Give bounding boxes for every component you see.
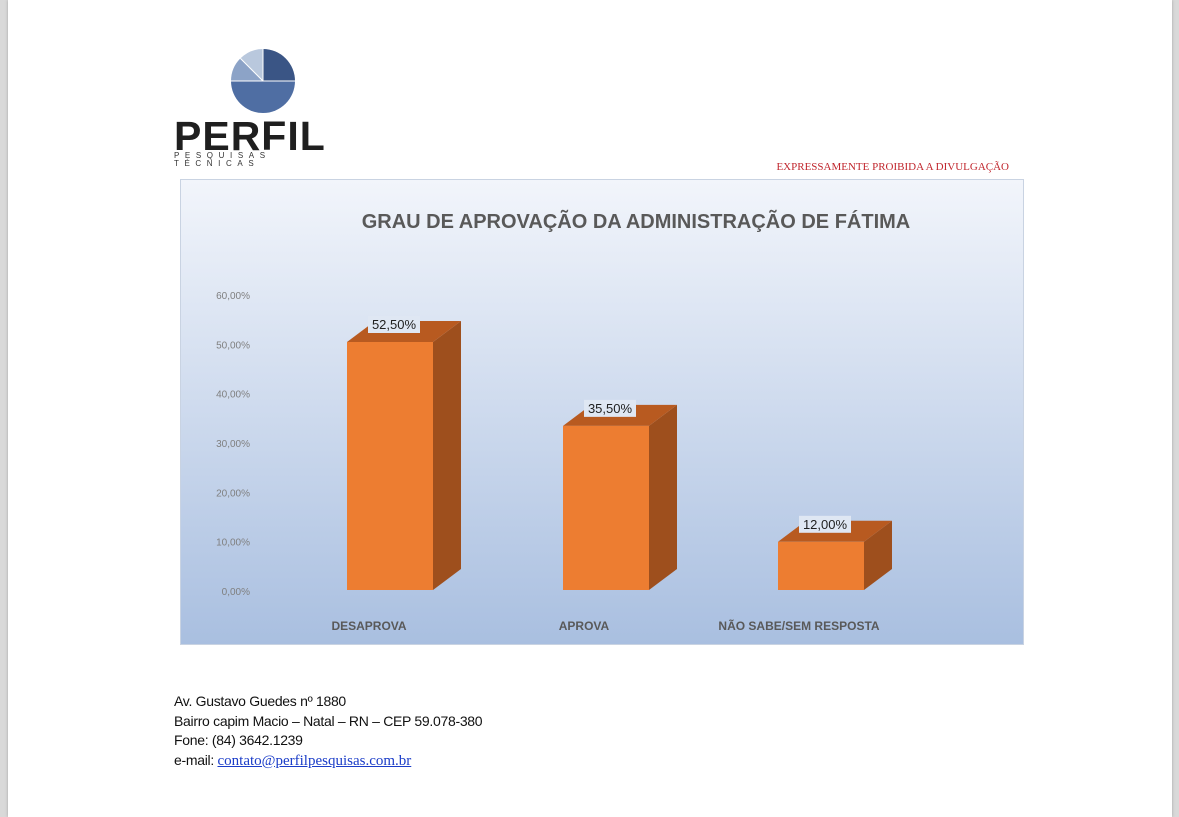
bar-n-o-sabe-sem-resposta bbox=[778, 541, 864, 590]
footer-address: Av. Gustavo Guedes nº 1880 bbox=[174, 693, 346, 709]
category-label: APROVA bbox=[559, 619, 610, 633]
footer-email-line: e-mail: contato@perfilpesquisas.com.br bbox=[174, 751, 482, 772]
bar-chart: GRAU DE APROVAÇÃO DA ADMINISTRAÇÃO DE FÁ… bbox=[181, 180, 1023, 644]
y-tick-label: 30,00% bbox=[216, 439, 250, 450]
pie-logo-icon bbox=[231, 49, 295, 113]
y-tick-label: 10,00% bbox=[216, 538, 250, 549]
bar-side-face bbox=[864, 520, 892, 590]
chart-title: GRAU DE APROVAÇÃO DA ADMINISTRAÇÃO DE FÁ… bbox=[362, 210, 911, 233]
category-label: DESAPROVA bbox=[331, 619, 406, 633]
y-tick-label: 20,00% bbox=[216, 488, 250, 499]
perfil-logo: PERFIL PESQUISAS TÉCNICAS bbox=[174, 46, 356, 168]
y-tick-label: 50,00% bbox=[216, 340, 250, 351]
logo-subtitle: PESQUISAS TÉCNICAS bbox=[174, 151, 271, 168]
category-label: NÃO SABE/SEM RESPOSTA bbox=[718, 618, 879, 633]
data-label: 35,50% bbox=[588, 401, 633, 416]
data-label: 12,00% bbox=[803, 517, 848, 532]
data-label-background bbox=[584, 399, 636, 417]
y-tick-label: 0,00% bbox=[222, 587, 250, 598]
footer-district: Bairro capim Macio – Natal – RN – CEP 59… bbox=[174, 712, 483, 729]
data-label-background bbox=[368, 316, 420, 333]
confidential-notice: EXPRESSAMENTE PROIBIDA A DIVULGAÇÃO bbox=[776, 161, 1009, 173]
footer-contact: Av. Gustavo Guedes nº 1880 Bairro capim … bbox=[174, 692, 483, 772]
footer-phone: Fone: (84) 3642.1239 bbox=[174, 732, 303, 748]
logo-wordmark: PERFIL bbox=[174, 113, 326, 159]
data-label: 52,50% bbox=[372, 317, 417, 332]
bar-side-face bbox=[649, 404, 677, 590]
chart-container: GRAU DE APROVAÇÃO DA ADMINISTRAÇÃO DE FÁ… bbox=[180, 179, 1024, 645]
y-tick-label: 60,00% bbox=[216, 291, 250, 302]
bar-desaprova bbox=[347, 342, 433, 590]
y-tick-label: 40,00% bbox=[216, 390, 250, 401]
data-label-background bbox=[799, 515, 851, 533]
email-link[interactable]: contato@perfilpesquisas.com.br bbox=[217, 752, 412, 769]
footer-email-label: e-mail: bbox=[174, 751, 218, 768]
bar-aprova bbox=[563, 425, 649, 590]
bar-side-face bbox=[433, 321, 461, 590]
